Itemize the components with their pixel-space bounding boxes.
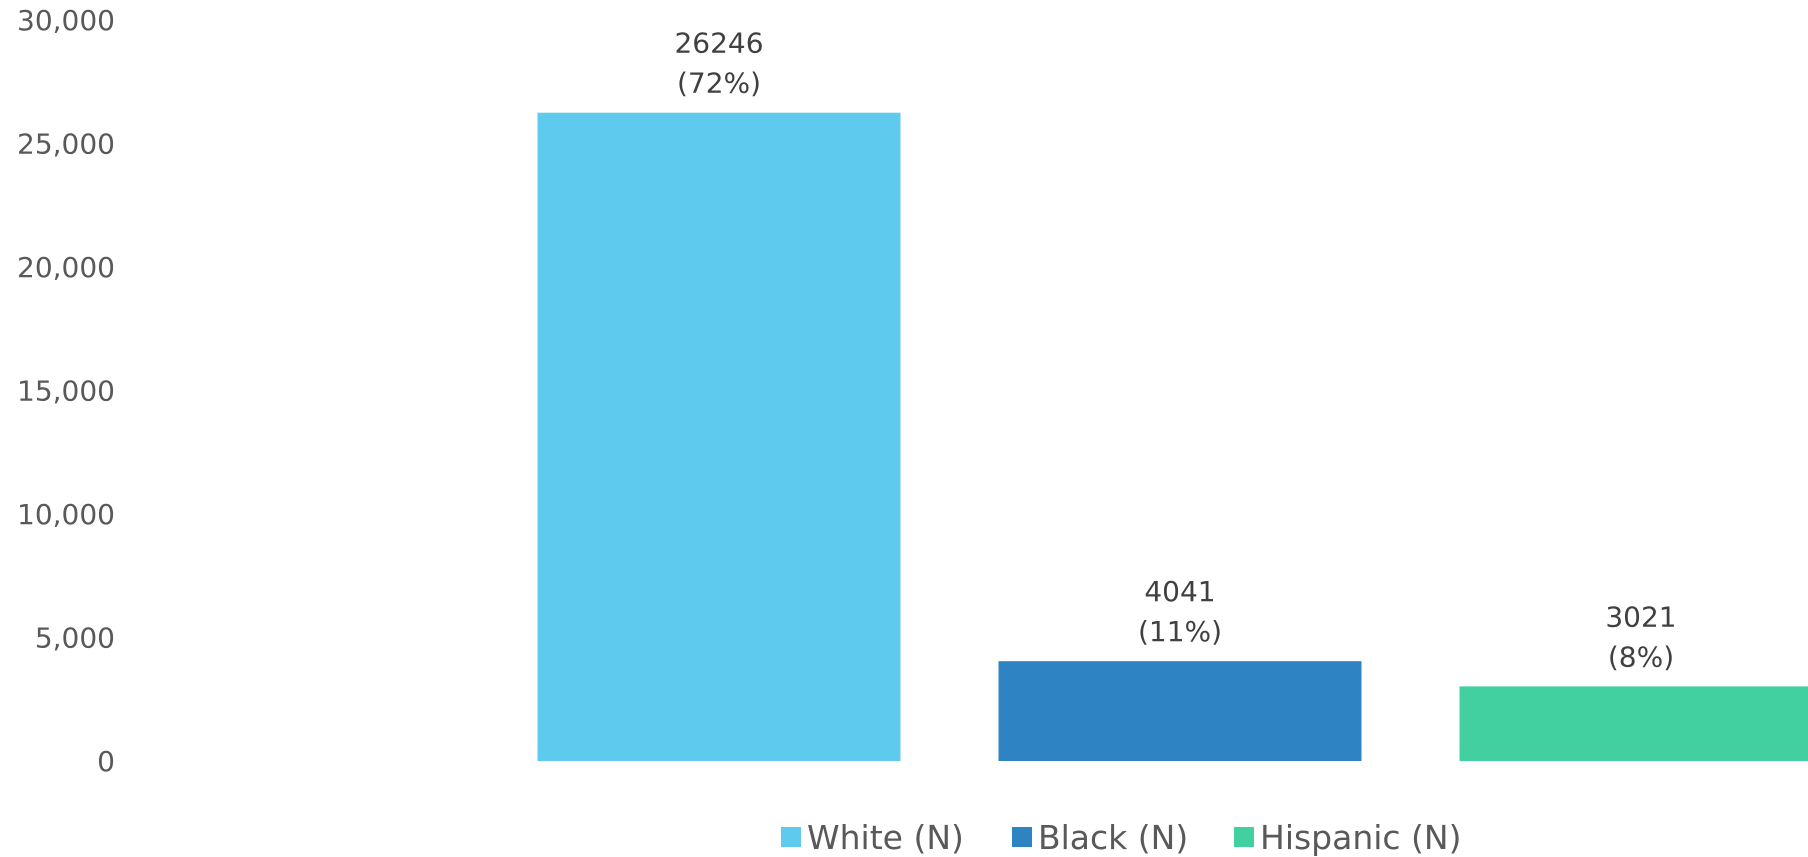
bar-black [998,661,1362,761]
legend-swatch [1012,827,1032,847]
bar-percent-label: (11%) [1138,615,1222,648]
y-tick-label: 0 [97,745,115,778]
legend-label: White (N) [807,818,964,857]
y-tick-label: 30,000 [17,4,115,37]
bar-percent-label: (8%) [1608,640,1674,673]
y-tick-label: 15,000 [17,375,115,408]
bar-hispanic [1459,686,1808,761]
bar-white [537,112,901,761]
y-axis: 0 5,000 10,000 15,000 20,000 25,000 30,000 [17,4,115,778]
legend-swatch [781,827,801,847]
bar-value-label: 4041 [1144,575,1215,608]
bar-value-label: 3021 [1605,600,1676,633]
bar-value-label: 26246 [674,27,763,60]
data-labels: 26246 (72%) 4041 (11%) 3021 (8%) [674,27,1676,674]
y-tick-label: 25,000 [17,128,115,161]
y-tick-label: 10,000 [17,498,115,531]
legend-label: Hispanic (N) [1260,818,1462,857]
legend: White (N) Black (N) Hispanic (N) [781,818,1462,857]
y-tick-label: 20,000 [17,251,115,284]
legend-label: Black (N) [1038,818,1188,857]
bars [537,112,1808,761]
legend-swatch [1234,827,1254,847]
bar-percent-label: (72%) [677,67,761,100]
y-tick-label: 5,000 [35,622,115,655]
